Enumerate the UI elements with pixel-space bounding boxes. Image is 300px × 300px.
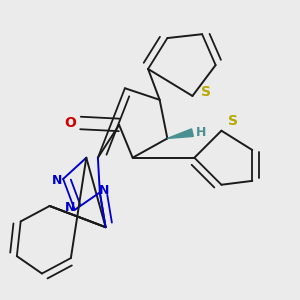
Text: N: N xyxy=(99,184,110,197)
Text: O: O xyxy=(64,116,76,130)
Text: S: S xyxy=(228,114,238,128)
Polygon shape xyxy=(167,129,193,138)
Text: H: H xyxy=(196,126,206,139)
Text: S: S xyxy=(201,85,211,99)
Text: N: N xyxy=(64,201,75,214)
Text: N: N xyxy=(52,174,62,188)
